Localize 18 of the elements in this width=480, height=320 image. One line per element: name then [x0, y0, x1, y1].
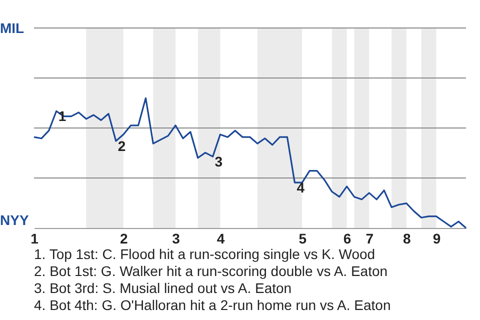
annotation: 4	[296, 180, 305, 196]
x-tick-label: 5	[298, 230, 307, 246]
x-tick-label: 1	[30, 230, 39, 246]
text: 3. Bot 3rd: S. Musial lined out vs A. Eaton	[34, 280, 293, 297]
annotation: 3	[214, 154, 223, 170]
x-tick-label: 7	[366, 230, 374, 246]
x-tick-label: 9	[432, 230, 441, 246]
x-tick-label: 3	[172, 230, 180, 246]
x-tick-label: 4	[216, 230, 225, 246]
annotation: 2	[118, 138, 126, 154]
x-tick-label: 8	[403, 230, 412, 246]
text: 2. Bot 1st: G. Walker hit a run-scoring double vs A. Eaton	[34, 263, 389, 280]
text: MIL	[0, 20, 24, 36]
text: NYY	[0, 212, 29, 228]
text: 4. Bot 4th: G. O'Halloran hit a 2-run home run vs A. Eaton	[34, 297, 392, 314]
x-tick-label: 2	[120, 230, 128, 246]
text: 1. Top 1st: C. Flood hit a run-scoring single vs K. Wood	[34, 246, 376, 263]
x-tick-label: 6	[343, 230, 352, 246]
